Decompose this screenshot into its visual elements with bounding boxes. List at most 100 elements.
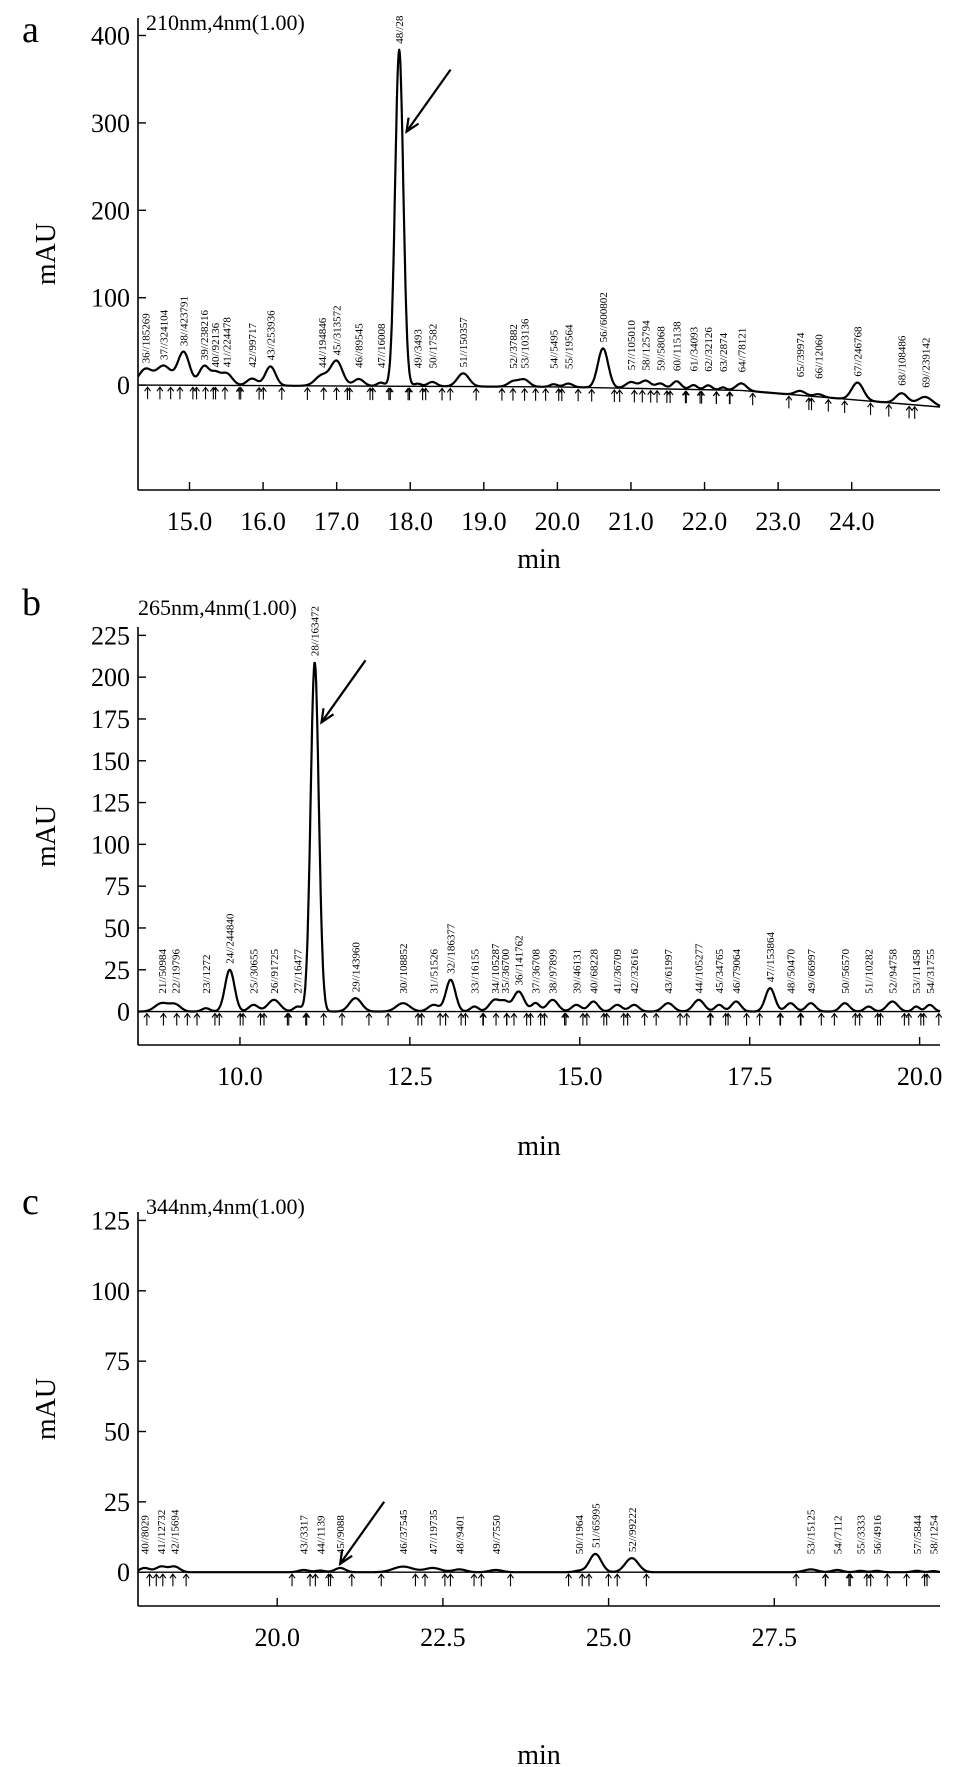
integration-marker	[146, 1573, 153, 1587]
peak-label: 24//244840	[225, 913, 237, 964]
integration-marker	[348, 1573, 356, 1587]
integration-marker	[565, 1573, 573, 1587]
peak-label: 54//7112	[832, 1516, 844, 1555]
integration-marker	[167, 386, 175, 400]
integration-marker	[641, 1012, 649, 1026]
integration-marker	[588, 388, 596, 402]
integration-marker	[917, 1012, 925, 1026]
y-tick-label: 150	[91, 747, 130, 776]
wavelength-annotation: 210nm,4nm(1.00)	[146, 10, 305, 35]
integration-marker	[885, 403, 893, 417]
integration-marker	[808, 397, 815, 411]
peak-label: 32//186377	[446, 923, 458, 974]
peak-label: 46//37545	[398, 1509, 410, 1554]
y-tick-label: 25	[104, 956, 130, 985]
integration-marker	[555, 387, 563, 401]
peak-label: 59//58068	[655, 326, 667, 371]
integration-marker	[479, 1012, 487, 1026]
integration-marker	[792, 1573, 800, 1587]
integration-marker	[144, 386, 152, 400]
y-tick-label: 225	[91, 621, 130, 650]
highlight-arrow	[320, 659, 367, 723]
integration-marker	[384, 1012, 392, 1026]
peak-label: 55//3333	[855, 1515, 867, 1555]
x-axis-title: min	[517, 1740, 561, 1767]
y-axis-title: mAU	[31, 223, 62, 285]
peak-label: 40//8029	[140, 1515, 152, 1555]
integration-marker	[159, 1012, 167, 1026]
integration-marker	[320, 1012, 328, 1026]
integration-marker	[255, 386, 263, 400]
integration-marker	[574, 388, 582, 402]
integration-marker	[706, 1012, 714, 1026]
integration-marker	[470, 1573, 478, 1587]
peak-label: 39//46131	[571, 949, 583, 994]
peak-label: 65//39974	[795, 332, 807, 377]
peak-label: 51//10282	[864, 949, 876, 994]
integration-marker	[722, 1012, 730, 1026]
peak-label: 43//3317	[299, 1515, 311, 1555]
peak-label: 60//115138	[672, 321, 684, 371]
y-tick-label: 0	[117, 1558, 130, 1587]
integration-marker	[441, 1573, 449, 1587]
integration-marker	[333, 387, 340, 400]
integration-marker	[202, 386, 209, 400]
integration-marker	[183, 1012, 191, 1026]
integration-marker	[653, 389, 661, 403]
integration-baseline	[137, 384, 941, 408]
integration-marker	[585, 1573, 593, 1587]
peak-label: 64//78121	[736, 328, 748, 373]
integration-marker	[182, 1573, 190, 1587]
integration-marker	[883, 1573, 891, 1587]
x-tick-label: 17.5	[727, 1062, 773, 1091]
highlight-arrow	[405, 68, 452, 133]
integration-marker	[647, 389, 655, 403]
x-tick-label: 27.5	[752, 1623, 798, 1652]
integration-marker	[325, 1573, 332, 1587]
peak-label: 54//5495	[549, 329, 561, 369]
integration-marker	[652, 1012, 660, 1026]
peak-label: 40//92136	[210, 322, 222, 367]
integration-marker	[503, 1012, 511, 1026]
peak-label: 34//105287	[490, 943, 502, 994]
y-tick-label: 100	[91, 284, 130, 313]
integration-marker	[237, 386, 245, 400]
integration-marker	[477, 1573, 485, 1587]
integration-marker	[303, 386, 311, 400]
integration-marker	[830, 1012, 838, 1026]
peak-label: 61//34093	[689, 326, 701, 371]
integration-marker	[419, 387, 427, 401]
integration-marker	[259, 386, 267, 400]
integration-marker	[509, 387, 517, 401]
integration-marker	[176, 386, 184, 400]
peak-label: 50//17582	[427, 324, 439, 369]
integration-marker	[421, 1573, 429, 1587]
peak-label: 62//32126	[703, 327, 715, 372]
peak-label: 49//3493	[413, 329, 425, 369]
peak-label: 43//253936	[265, 310, 277, 361]
peak-label: 49//66997	[806, 948, 818, 993]
integration-marker	[920, 1012, 928, 1026]
integration-marker	[785, 395, 793, 409]
integration-marker	[257, 1012, 264, 1026]
peak-label: 37//36708	[531, 948, 543, 993]
y-tick-label: 200	[91, 196, 130, 225]
peak-label: 50//56570	[840, 948, 852, 993]
peak-label: 40//68228	[588, 948, 600, 993]
peak-label: 45//313572	[332, 305, 344, 355]
peak-label: 41//36709	[612, 948, 624, 993]
integration-marker	[422, 387, 430, 401]
integration-marker	[278, 386, 286, 400]
peak-label: 52//99222	[627, 1508, 639, 1553]
y-tick-label: 0	[117, 998, 130, 1027]
integration-marker	[935, 1012, 943, 1026]
integration-marker	[911, 405, 919, 419]
peak-label: 50//1964	[574, 1515, 586, 1555]
peak-label: 46//89545	[354, 323, 366, 368]
integration-marker	[600, 1012, 608, 1026]
integration-marker	[542, 387, 550, 401]
peak-label: 30//108852	[398, 943, 410, 993]
integration-marker	[442, 1012, 450, 1026]
y-tick-label: 125	[91, 1206, 130, 1235]
peak-label: 58//125794	[641, 320, 653, 371]
